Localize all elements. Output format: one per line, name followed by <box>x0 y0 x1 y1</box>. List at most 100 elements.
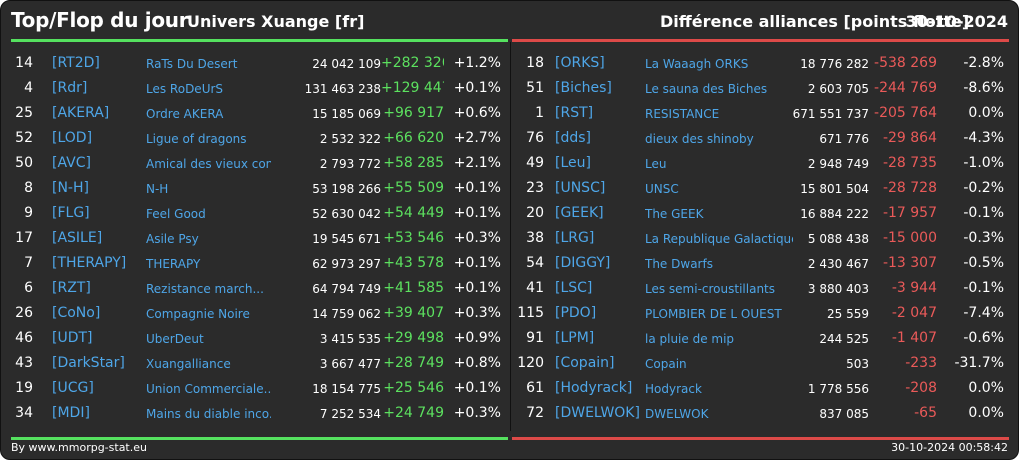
percent-cell: +1.2% <box>453 55 501 71</box>
rank-cell: 26 <box>15 305 33 321</box>
rank-cell: 14 <box>15 55 33 71</box>
points-cell: 16 884 222 <box>800 207 869 221</box>
alliance-name-link[interactable]: La Republique Galactique <box>645 232 793 246</box>
alliance-tag-link[interactable]: [GEEK] <box>555 205 604 221</box>
alliance-name-link[interactable]: dieux des shinoby <box>645 132 754 146</box>
alliance-tag-link[interactable]: [FLG] <box>52 205 90 221</box>
percent-cell: +0.1% <box>453 280 501 296</box>
alliance-name-link[interactable]: Union Commerciale... <box>146 382 271 396</box>
points-cell: 2 603 705 <box>807 82 869 96</box>
alliance-tag-link[interactable]: [LOD] <box>52 130 93 146</box>
alliance-name-link[interactable]: Xuangalliance <box>146 357 231 371</box>
alliance-name-link[interactable]: PLOMBIER DE L OUEST <box>645 307 782 321</box>
alliance-name-link[interactable]: The Dwarfs <box>645 257 713 271</box>
alliance-name-link[interactable]: N-H <box>146 182 169 196</box>
diff-cell: -65 <box>914 405 937 421</box>
alliance-tag-link[interactable]: [CoNo] <box>52 305 101 321</box>
alliance-name-link[interactable]: la pluie de mip <box>645 332 735 346</box>
alliance-tag-link[interactable]: [RZT] <box>52 280 91 296</box>
rank-cell: 49 <box>526 155 544 171</box>
alliance-tag-link[interactable]: [dds] <box>555 130 591 146</box>
alliance-tag-link[interactable]: [LPM] <box>555 330 595 346</box>
alliance-name-link[interactable]: The GEEK <box>645 207 704 221</box>
diff-cell: -13 307 <box>882 255 937 271</box>
table-row: 7 [THERAPY] THERAPY 62 973 297 +43 578 +0.1% <box>11 251 508 276</box>
alliance-tag-link[interactable]: [RT2D] <box>52 55 100 71</box>
alliance-name-link[interactable]: RESISTANCE <box>645 107 720 121</box>
alliance-name-link[interactable]: Copain <box>645 357 687 371</box>
percent-cell: +2.1% <box>453 155 501 171</box>
rank-cell: 23 <box>526 180 544 196</box>
alliance-name-link[interactable]: Rezistance march... <box>146 282 264 296</box>
alliance-tag-link[interactable]: [THERAPY] <box>52 255 127 271</box>
alliance-name-link[interactable]: Ordre AKERA <box>146 107 224 121</box>
alliance-tag-link[interactable]: [DIGGY] <box>555 255 611 271</box>
rank-cell: 20 <box>526 205 544 221</box>
alliance-name-link[interactable]: Amical des vieux con <box>146 157 271 171</box>
alliance-tag-link[interactable]: [DWELWOK] <box>555 405 640 421</box>
alliance-tag-link[interactable]: [UNSC] <box>555 180 606 196</box>
table-row: 52 [LOD] Ligue of dragons 2 532 322 +66 620 +… <box>11 126 508 151</box>
table-row: 49 [Leu] Leu 2 948 749 -28 735 -1.0% <box>512 151 1009 176</box>
alliance-name-link[interactable]: DWELWOK <box>645 407 709 421</box>
table-row: 23 [UNSC] UNSC 15 801 504 -28 728 -0.2% <box>512 176 1009 201</box>
alliance-name-link[interactable]: Les RoDeUrS <box>146 82 224 96</box>
alliance-tag-link[interactable]: [LRG] <box>555 230 595 246</box>
alliance-tag-link[interactable]: [LSC] <box>555 280 593 296</box>
alliance-name-link[interactable]: Le sauna des Biches <box>645 82 768 96</box>
points-cell: 7 252 534 <box>319 407 381 421</box>
alliance-tag-link[interactable]: [ASILE] <box>52 230 103 246</box>
diff-cell: +58 285 <box>383 155 444 171</box>
alliance-name-link[interactable]: Asile Psy <box>146 232 199 246</box>
alliance-tag-link[interactable]: [AKERA] <box>52 105 110 121</box>
alliance-name-link[interactable]: La Waaagh ORKS <box>645 57 749 71</box>
alliance-name-link[interactable]: UNSC <box>645 182 679 196</box>
alliance-name-link[interactable]: Compagnie Noire <box>146 307 250 321</box>
alliance-tag-link[interactable]: [Rdr] <box>52 80 88 96</box>
alliance-name-link[interactable]: Hodyrack <box>645 382 702 396</box>
alliance-tag-link[interactable]: [RST] <box>555 105 594 121</box>
alliance-tag-link[interactable]: [Copain] <box>555 355 615 371</box>
alliance-name-link[interactable]: Mains du diable inco... <box>146 407 271 421</box>
percent-cell: +0.1% <box>453 180 501 196</box>
alliance-tag-link[interactable]: [DarkStar] <box>52 355 125 371</box>
table-row: 43 [DarkStar] Xuangalliance 3 667 477 +28 74… <box>11 351 508 376</box>
points-cell: 1 778 556 <box>807 382 869 396</box>
table-row: 38 [LRG] La Republique Galactique 5 088 438… <box>512 226 1009 251</box>
table-row: 120 [Copain] Copain 503 -233 -31.7% <box>512 351 1009 376</box>
table-row: 9 [FLG] Feel Good 52 630 042 +54 449 +0.1% <box>11 201 508 226</box>
diff-cell: +24 749 <box>383 405 444 421</box>
alliance-tag-link[interactable]: [MDI] <box>52 405 90 421</box>
alliance-name-link[interactable]: THERAPY <box>146 257 201 271</box>
alliance-tag-link[interactable]: [Biches] <box>555 80 612 96</box>
alliance-tag-link[interactable]: [Hodyrack] <box>555 380 633 396</box>
alliance-name-link[interactable]: Leu <box>645 157 667 171</box>
points-cell: 671 776 <box>819 132 869 146</box>
alliance-tag-link[interactable]: [PDO] <box>555 305 597 321</box>
alliance-name-link[interactable]: UberDeut <box>146 332 204 346</box>
alliance-tag-link[interactable]: [UCG] <box>52 380 94 396</box>
site-credit[interactable]: By www.mmorpg-stat.eu <box>11 441 147 454</box>
table-row: 19 [UCG] Union Commerciale... 18 154 775 +25… <box>11 376 508 401</box>
diff-cell: +96 917 <box>383 105 444 121</box>
table-row: 8 [N-H] N-H 53 198 266 +55 509 +0.1% <box>11 176 508 201</box>
alliance-tag-link[interactable]: [N-H] <box>52 180 89 196</box>
diff-cell: +25 546 <box>383 380 444 396</box>
flop-table: 18 [ORKS] La Waaagh ORKS 18 776 282 -538 269… <box>512 39 1009 440</box>
percent-cell: -2.8% <box>963 55 1004 71</box>
diff-cell: -233 <box>905 355 937 371</box>
alliance-tag-link[interactable]: [AVC] <box>52 155 91 171</box>
alliance-name-link[interactable]: Feel Good <box>146 207 206 221</box>
points-cell: 3 880 403 <box>807 282 869 296</box>
alliance-name-link[interactable]: RaTs Du Desert <box>146 57 238 71</box>
alliance-tag-link[interactable]: [UDT] <box>52 330 93 346</box>
table-row: 4 [Rdr] Les RoDeUrS 131 463 238 +129 447 +0.1… <box>11 76 508 101</box>
diff-cell: -208 <box>905 380 937 396</box>
alliance-name-link[interactable]: Ligue of dragons <box>146 132 247 146</box>
alliance-tag-link[interactable]: [ORKS] <box>555 55 605 71</box>
rank-cell: 91 <box>526 330 544 346</box>
timestamp: 30-10-2024 00:58:42 <box>891 441 1008 454</box>
diff-cell: +41 585 <box>383 280 444 296</box>
alliance-name-link[interactable]: Les semi-croustillants <box>645 282 776 296</box>
alliance-tag-link[interactable]: [Leu] <box>555 155 591 171</box>
